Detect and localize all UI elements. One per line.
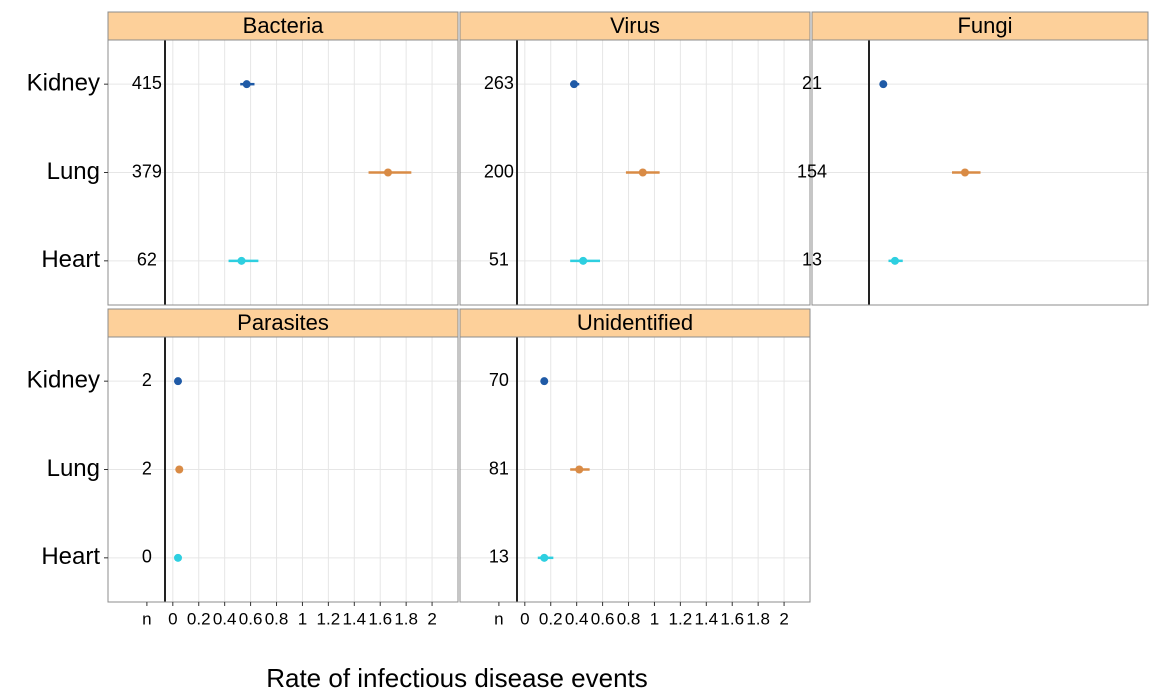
strip [107, 308, 459, 338]
y-tick-label: Kidney [27, 367, 100, 394]
x-tick-label: 0.8 [617, 609, 641, 628]
x-tick-label: 1.8 [394, 609, 418, 628]
x-tick-label: 2 [427, 609, 436, 628]
panel-border [811, 39, 1149, 306]
x-tick-label: 1.6 [368, 609, 392, 628]
point [579, 256, 588, 265]
x-tick-label: 0.6 [591, 609, 615, 628]
x-axis-title: Rate of infectious disease events [266, 663, 648, 693]
point [175, 465, 184, 474]
strip [459, 308, 811, 338]
point [638, 168, 647, 177]
panel-title: Virus [610, 13, 660, 38]
point [174, 377, 182, 386]
x-tick-label: 0.2 [539, 609, 563, 628]
x-tick-label: n [494, 609, 503, 628]
n-label: 2 [142, 370, 152, 390]
x-tick-label: 0.8 [265, 609, 289, 628]
n-label: 21 [802, 73, 822, 93]
x-tick-label: n [142, 609, 151, 628]
point [570, 80, 579, 89]
x-tick-label: 0 [168, 609, 177, 628]
n-label: 51 [489, 250, 509, 270]
n-label: 200 [484, 161, 514, 181]
x-tick-label: 0.6 [239, 609, 263, 628]
point [540, 377, 549, 386]
point [879, 80, 888, 89]
point [174, 553, 182, 562]
x-tick-label: 1.4 [342, 609, 366, 628]
n-label: 415 [132, 73, 162, 93]
x-tick-label: 1.2 [317, 609, 341, 628]
x-tick-label: 1.2 [669, 609, 693, 628]
point [237, 256, 246, 265]
n-label: 81 [489, 458, 509, 478]
x-tick-label: 0.2 [187, 609, 211, 628]
panel-border [459, 39, 811, 306]
x-tick-label: 1.6 [720, 609, 744, 628]
x-tick-label: 0 [520, 609, 529, 628]
y-tick-label: Lung [47, 455, 100, 482]
y-tick-label: Heart [41, 543, 100, 570]
y-tick-label: Kidney [27, 70, 100, 97]
x-tick-label: 1 [650, 609, 659, 628]
x-tick-label: 1 [298, 609, 307, 628]
strip [459, 11, 811, 41]
point [384, 168, 392, 177]
panel-title: Bacteria [243, 13, 324, 38]
n-label: 62 [137, 250, 157, 270]
n-label: 0 [142, 547, 152, 567]
point [960, 168, 969, 177]
x-tick-label: 1.8 [746, 609, 770, 628]
x-tick-label: 0.4 [213, 609, 237, 628]
panel-title: Parasites [237, 310, 329, 335]
point [575, 465, 584, 474]
n-label: 2 [142, 458, 152, 478]
x-tick-label: 1.4 [694, 609, 718, 628]
point [890, 256, 899, 265]
point [540, 553, 549, 562]
n-label: 379 [132, 161, 162, 181]
n-label: 154 [797, 161, 827, 181]
strip [107, 11, 459, 41]
strip [811, 11, 1149, 41]
panel-title: Unidentified [577, 310, 693, 335]
y-tick-label: Lung [47, 158, 100, 185]
y-tick-label: Heart [41, 246, 100, 273]
n-label: 70 [489, 370, 509, 390]
n-label: 263 [484, 73, 514, 93]
x-tick-label: 0.4 [565, 609, 589, 628]
point [242, 80, 251, 89]
x-tick-label: 2 [779, 609, 788, 628]
panel-border [459, 336, 811, 603]
n-label: 13 [489, 547, 509, 567]
panel-title: Fungi [957, 13, 1012, 38]
n-label: 13 [802, 250, 822, 270]
